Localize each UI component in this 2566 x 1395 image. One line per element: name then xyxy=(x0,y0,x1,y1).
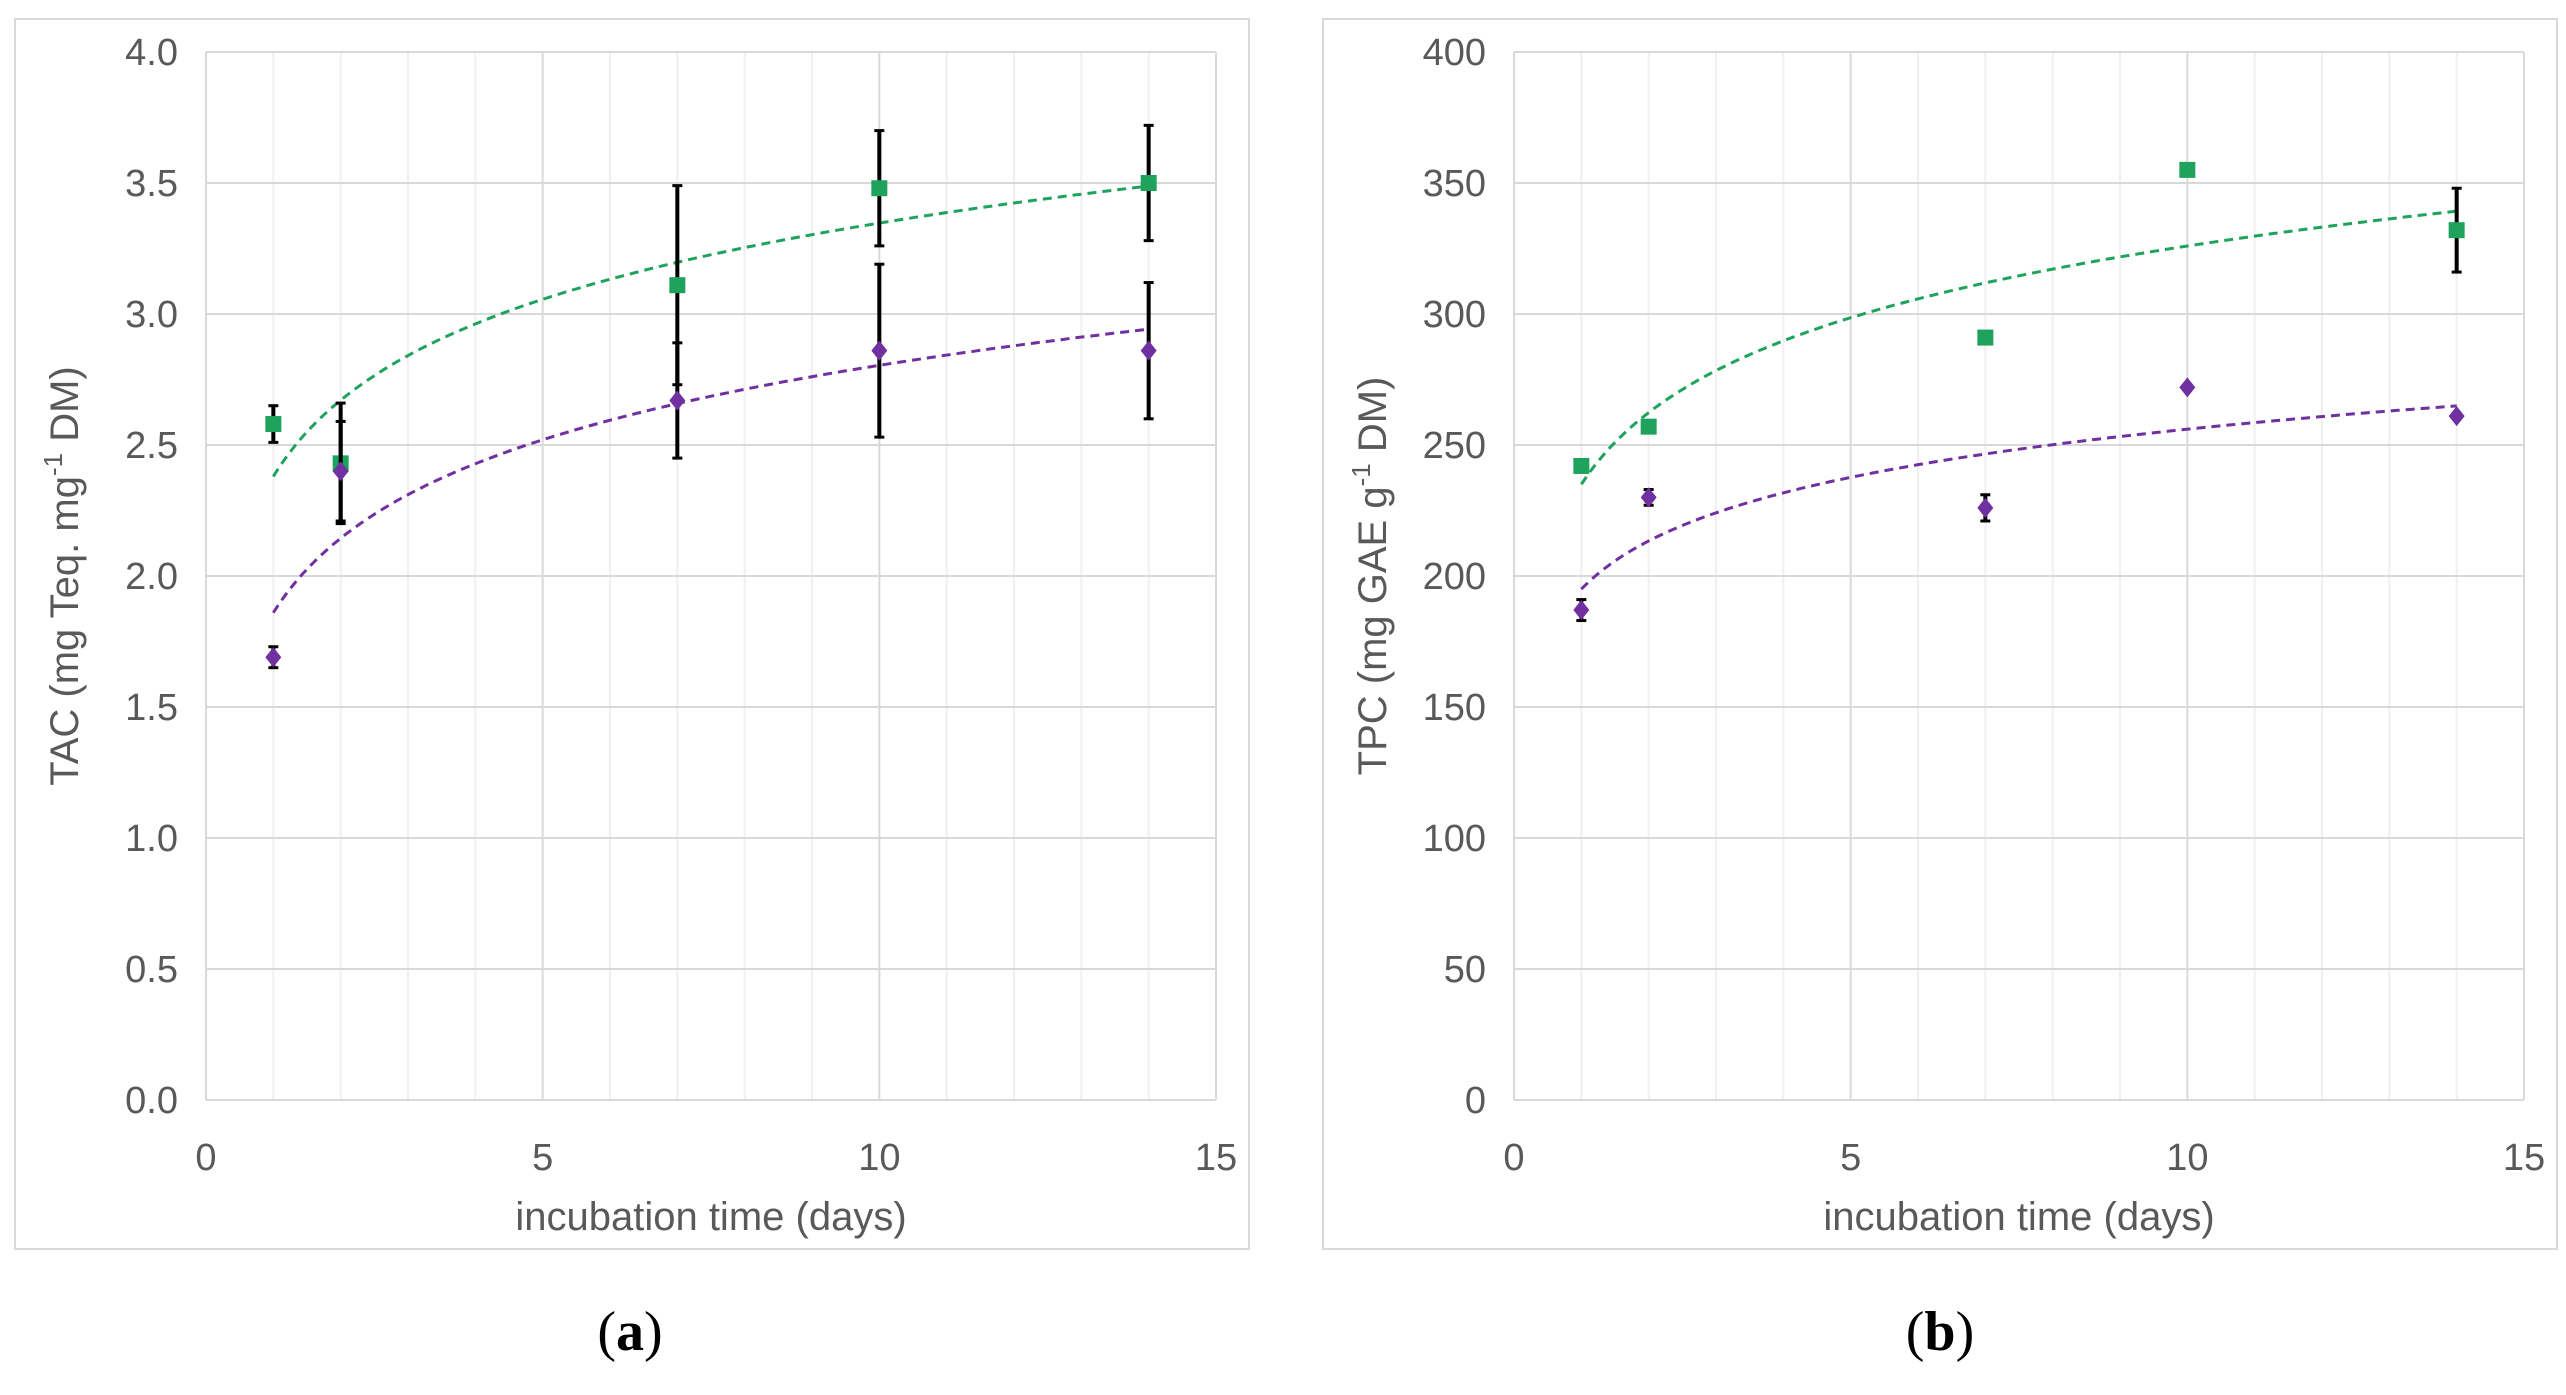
chart-b-y-tick-label: 350 xyxy=(1423,163,1486,205)
chart-a-x-tick-label: 15 xyxy=(1195,1137,1237,1179)
chart-a-series-1-trendline xyxy=(272,327,1149,614)
chart-b-x-tick-label: 15 xyxy=(2503,1137,2545,1179)
chart-b-x-tick-label: 5 xyxy=(1840,1137,1861,1179)
chart-a-series-1-point xyxy=(871,340,888,361)
chart-b-series-0-point xyxy=(1573,457,1590,474)
chart-a-y-tick-label: 0.5 xyxy=(125,949,178,991)
chart-a-y-tick-label: 3.5 xyxy=(125,163,178,205)
chart-b-svg: 0 50 100 150 200 250 300 350 400 0 5 10 15 incubation… xyxy=(1346,32,2545,1239)
chart-b-x-tick-label: 0 xyxy=(1503,1137,1524,1179)
chart-b-x-tick-label: 10 xyxy=(2166,1137,2208,1179)
chart-a-series-0-trendline xyxy=(272,184,1149,478)
chart-b-y-tick-label: 100 xyxy=(1423,818,1486,860)
chart-b-y-axis-title: TPC (mg GAE g-1 DM) xyxy=(1346,377,1395,776)
chart-b-y-tick-label: 300 xyxy=(1423,294,1486,336)
chart-b-series-1-trendline xyxy=(1580,404,2457,591)
chart-a-series-1-point xyxy=(332,461,349,482)
chart-a-y-tick-label: 2.0 xyxy=(125,556,178,598)
chart-b-y-tick-label: 400 xyxy=(1423,32,1486,74)
chart-b-series-0-point xyxy=(2179,161,2196,178)
chart-a-x-tick-label: 5 xyxy=(532,1137,553,1179)
chart-b-y-tick-label: 200 xyxy=(1423,556,1486,598)
chart-a-y-tick-label: 0.0 xyxy=(125,1080,178,1122)
chart-b-x-axis-title: incubation time (days) xyxy=(1823,1195,2214,1239)
caption-b: (b) xyxy=(1905,1301,1975,1363)
chart-b-series-0-point xyxy=(1640,418,1657,435)
chart-b-series-1-point xyxy=(1977,497,1994,518)
chart-b-series-0-trendline xyxy=(1580,209,2457,486)
chart-panel-b: 0 50 100 150 200 250 300 350 400 0 5 10 15 incubation… xyxy=(1322,18,2558,1250)
caption-a: (a) xyxy=(597,1301,663,1363)
chart-a-series-1-point xyxy=(265,647,282,668)
chart-b-series-0-point xyxy=(1977,329,1994,346)
chart-a-x-axis-title: incubation time (days) xyxy=(515,1195,906,1239)
chart-b-series-0-point xyxy=(2448,222,2465,239)
chart-a-series-0-point xyxy=(265,416,282,433)
chart-a-svg: 0.0 0.5 1.0 1.5 2.0 2.5 3.0 3.5 4.0 0 5 10 15 incubat… xyxy=(38,32,1237,1239)
chart-a-series-0-point xyxy=(1140,175,1157,191)
chart-a-y-tick-label: 1.5 xyxy=(125,687,178,729)
chart-b-series-1-point xyxy=(1640,487,1657,508)
chart-b-y-tick-label: 0 xyxy=(1465,1080,1486,1122)
chart-a-y-tick-label: 2.5 xyxy=(125,425,178,467)
chart-a-series-1-point xyxy=(669,390,686,411)
chart-a-y-tick-label: 4.0 xyxy=(125,32,178,74)
chart-panel-a: 0.0 0.5 1.0 1.5 2.0 2.5 3.0 3.5 4.0 0 5 10 15 incubat… xyxy=(14,18,1250,1250)
chart-b-y-tick-label: 50 xyxy=(1444,949,1486,991)
chart-a-series-0-point xyxy=(871,180,888,197)
chart-a-y-axis-title: TAC (mg Teq. mg-1 DM) xyxy=(38,366,87,785)
chart-a-series-1-point xyxy=(1140,340,1157,361)
chart-a-series-0-point xyxy=(669,277,686,294)
chart-b-series-1-point xyxy=(2179,377,2196,398)
chart-a-y-tick-label: 3.0 xyxy=(125,294,178,336)
chart-b-y-tick-label: 250 xyxy=(1423,425,1486,467)
chart-b-series-1-point xyxy=(2448,406,2465,427)
chart-b-y-tick-label: 150 xyxy=(1423,687,1486,729)
chart-a-x-tick-label: 0 xyxy=(195,1137,216,1179)
chart-a-x-tick-label: 10 xyxy=(858,1137,900,1179)
chart-b-series-1-point xyxy=(1573,600,1590,621)
chart-a-y-tick-label: 1.0 xyxy=(125,818,178,860)
